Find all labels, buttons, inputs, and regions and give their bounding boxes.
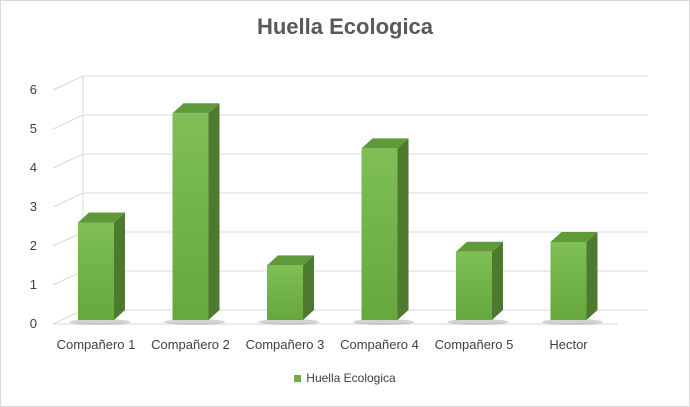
bar-top — [267, 255, 314, 266]
gridline — [52, 153, 648, 169]
gridline — [52, 192, 648, 208]
x-tick-label: Compañero 3 — [246, 337, 325, 352]
bar-side — [208, 103, 220, 320]
bar-shadow — [541, 319, 604, 325]
bar-front — [550, 242, 587, 320]
y-tick-label: 0 — [30, 316, 37, 331]
chart-title: Huella Ecologica — [256, 14, 434, 39]
bar-shadow — [447, 319, 509, 325]
bar — [447, 241, 509, 325]
y-tick-label: 6 — [30, 82, 37, 97]
bar-top — [78, 212, 125, 223]
bar-side — [114, 212, 125, 320]
bar — [352, 138, 415, 325]
bar — [258, 255, 320, 325]
bar-side — [397, 138, 409, 320]
bar-side — [303, 255, 314, 320]
y-tick-label: 5 — [30, 121, 37, 136]
y-tick-label: 4 — [30, 160, 37, 175]
legend-swatch — [294, 374, 302, 382]
bar — [541, 232, 604, 325]
bar-front — [267, 265, 303, 320]
bar-top — [456, 241, 503, 252]
bar-front — [456, 251, 492, 320]
bar — [163, 103, 226, 325]
legend-label: Huella Ecologica — [306, 371, 396, 385]
bar-front — [361, 148, 398, 320]
bar-shadow — [258, 319, 320, 325]
gridline — [52, 114, 648, 130]
bar-side — [586, 232, 598, 320]
bar-shadow — [69, 319, 131, 325]
x-tick-label: Hector — [549, 337, 588, 352]
legend: Huella Ecologica — [0, 371, 690, 385]
x-tick-label: Compañero 2 — [151, 337, 230, 352]
bar — [69, 212, 131, 325]
x-tick-label: Compañero 5 — [435, 337, 514, 352]
y-tick-label: 1 — [30, 277, 37, 292]
bar-top — [550, 232, 598, 242]
x-tick-label: Compañero 1 — [57, 337, 136, 352]
bar-front — [172, 113, 209, 320]
x-tick-label: Compañero 4 — [340, 337, 419, 352]
bar-shadow — [163, 319, 226, 325]
y-tick-label: 3 — [30, 199, 37, 214]
bar-front — [78, 222, 114, 320]
bar-side — [492, 241, 503, 320]
bar-shadow — [352, 319, 415, 325]
bar-top — [172, 103, 220, 114]
gridline — [52, 75, 648, 91]
bar-top — [361, 138, 409, 149]
y-tick-label: 2 — [30, 238, 37, 253]
